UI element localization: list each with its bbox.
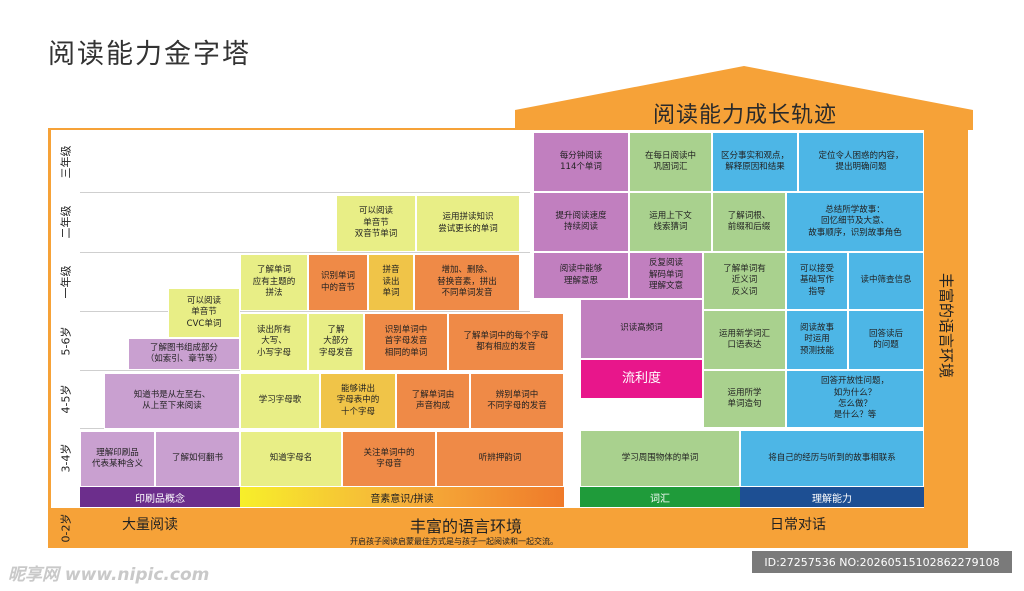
cell-summarize: 总结所学故事： 回忆细节及大意、 故事顺序，识别故事角色 (786, 192, 924, 252)
bottom-label-left: 大量阅读 (122, 517, 178, 533)
cell-open-questions: 回答开放性问题， 如为什么？ 怎么做？ 是什么？等 (786, 370, 924, 428)
cell-speed-consistent: 提升阅读速度 持续阅读 (533, 192, 629, 252)
category-vocab: 词汇 (580, 487, 740, 507)
watermark-left: 昵享网 www.nipic.com (8, 565, 210, 585)
cell-cvc-words: 可以阅读 单音节 CVC单词 (168, 288, 240, 338)
row-divider (80, 311, 530, 312)
cell-basic-writing: 可以接受 基础写作 指导 (786, 252, 848, 310)
grade-label: 5-6岁 (59, 326, 72, 355)
category-phonics: 音素意识/拼读 (240, 487, 564, 507)
cell-syn-ant: 了解单词有 近义词 反义词 (703, 252, 786, 310)
cell-words-made-of-sounds: 了解单词由 声音构成 (396, 373, 470, 429)
grade-label: 0-2岁 (59, 513, 72, 543)
roof-title: 阅读能力成长轨迹 (652, 103, 837, 128)
cell-identify-syllable: 识别单词 中的音节 (308, 254, 368, 311)
grade-label: 二年级 (59, 205, 72, 239)
bottom-note: 开启孩子阅读启蒙最佳方式是与孩子一起阅读和一起交流。 (350, 537, 558, 546)
cell-read-syllables: 可以阅读 单音节 双音节单词 (336, 195, 416, 252)
watermark-right: ID:27257536 NO:20260515102862279108 (752, 551, 1012, 573)
cell-new-words: 运用新学词汇 口语表达 (703, 310, 786, 370)
cell-confusing: 定位令人困惑的内容， 提出明确问题 (798, 132, 924, 192)
cell-add-delete-sounds: 增加、删除、 替换音素，拼出 不同单词发音 (414, 254, 520, 311)
frame-left-border (48, 128, 51, 510)
row-divider (80, 192, 530, 193)
roof (515, 66, 973, 130)
frame-bottom-band (48, 508, 968, 548)
cell-connect-experience: 将自己的经历与听到的故事相联系 (740, 430, 924, 487)
cell-understand-meaning: 阅读中能够 理解意思 (533, 252, 629, 299)
category-comp: 理解能力 (740, 487, 924, 507)
grade-label: 4-5岁 (59, 384, 72, 414)
row-divider (80, 252, 530, 253)
cell-decode-longer: 运用拼读知识 尝试更长的单词 (416, 195, 520, 252)
grade-label: 三年级 (59, 145, 72, 179)
page-title: 阅读能力金字塔 (48, 39, 251, 70)
cell-spell-read: 拼音 读出 单词 (368, 254, 414, 311)
cell-print-flip-pages: 了解如何翻书 (155, 431, 240, 487)
cell-alphabet-song: 学习字母歌 (240, 373, 320, 429)
frame-right-band (924, 128, 968, 510)
cell-find-info: 读中筛查信息 (848, 252, 924, 310)
cell-high-freq: 识读高频词 (580, 299, 703, 359)
cell-initial-sounds-same: 识别单词中 首字母发音 相同的单词 (364, 313, 448, 371)
cell-answer-after: 回答读后 的问题 (848, 310, 924, 370)
cell-repeat-read: 反复阅读 解码单词 理解文意 (629, 252, 703, 299)
cell-fact-opinion: 区分事实和观点， 解释原因和结果 (712, 132, 798, 192)
cell-print-book-parts: 了解图书组成部分 （如索引、章节等） (128, 338, 240, 370)
cell-use-new-words: 运用所学 单词造句 (703, 370, 786, 428)
cell-distinguish-sounds: 辨别单词中 不同字母的发音 (470, 373, 564, 429)
cell-letter-sounds: 了解 大部分 字母发音 (308, 313, 364, 371)
bottom-label-center: 丰富的语言环境 (410, 517, 523, 536)
right-band-label: 丰富的语言环境 (936, 272, 955, 378)
cell-roots-affixes: 了解词根、 前缀和后缀 (712, 192, 786, 252)
cell-consolidate-vocab: 在每日阅读中 巩固词汇 (629, 132, 712, 192)
frame-top-bar (48, 128, 535, 130)
cell-rhyme-listen: 听辨押韵词 (436, 431, 564, 487)
cell-recognize-rhymes: 了解单词 应有主题的 拼法 (240, 254, 308, 311)
grade-label: 一年级 (59, 265, 72, 298)
bottom-label-right: 日常对话 (770, 517, 826, 533)
cell-print-understand-meaning: 理解印刷品 代表某种含义 (80, 431, 155, 487)
cell-first-sound: 关注单词中的 字母音 (342, 431, 436, 487)
category-print: 印刷品概念 (80, 487, 240, 507)
cell-learn-surrounding: 学习周围物体的单词 (580, 430, 740, 487)
cell-print-left-right: 知道书是从左至右、 从上至下来阅读 (104, 373, 240, 429)
cell-fluency: 流利度 (580, 359, 703, 399)
cell-predict: 阅读故事 时运用 预测技能 (786, 310, 848, 370)
cell-each-letter-sound: 了解单词中的每个字母 都有相应的发音 (448, 313, 564, 371)
cell-context-clues: 运用上下文 线索猜词 (629, 192, 712, 252)
cell-read-upper-lower: 读出所有 大写、 小写字母 (240, 313, 308, 371)
cell-letters-in-ten: 能够讲出 字母表中的 十个字母 (320, 373, 396, 429)
grade-label: 3-4岁 (59, 443, 72, 472)
cell-know-letter-names: 知道字母名 (240, 431, 342, 487)
cell-wpm: 每分钟阅读 114个单词 (533, 132, 629, 192)
